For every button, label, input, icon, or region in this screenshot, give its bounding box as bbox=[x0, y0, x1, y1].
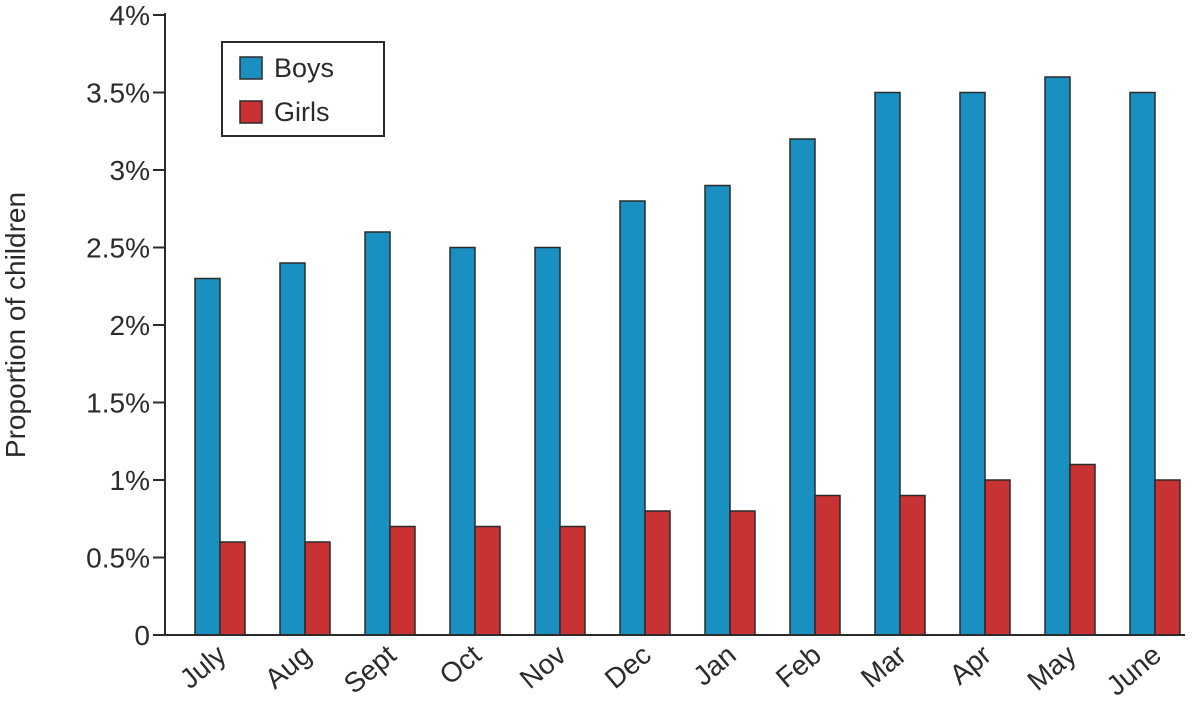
y-tick-label: 2.5% bbox=[86, 233, 150, 264]
bar-girls-apr bbox=[984, 479, 1011, 636]
y-tick-label: 0.5% bbox=[86, 543, 150, 574]
x-tick-label: Oct bbox=[434, 639, 487, 691]
bars-group bbox=[194, 76, 1181, 636]
bar-boys-sept bbox=[364, 231, 391, 636]
x-tick-label: Aug bbox=[259, 639, 317, 695]
bar-boys-nov bbox=[534, 246, 561, 636]
x-tick-label: Feb bbox=[770, 639, 827, 694]
bar-girls-sept bbox=[389, 525, 416, 636]
x-tick-label: Sept bbox=[338, 639, 402, 700]
bar-boys-jan bbox=[704, 184, 731, 636]
y-axis-ticks: 0 0.5% 1% 1.5% 2% 2.5% 3% 3.5% 4% bbox=[86, 0, 165, 651]
y-tick-label: 2% bbox=[110, 310, 150, 341]
legend-swatch-boys bbox=[239, 56, 263, 80]
bar-girls-oct bbox=[474, 525, 501, 636]
bar-boys-aug bbox=[279, 262, 306, 636]
x-axis-ticks: July Aug Sept Oct Nov Dec Jan Feb Mar Apr May June bbox=[174, 639, 1167, 702]
bar-boys-july bbox=[194, 277, 221, 636]
x-tick-label: July bbox=[174, 639, 232, 695]
bar-girls-feb bbox=[814, 494, 841, 636]
x-tick-label: Mar bbox=[855, 639, 912, 694]
legend-swatch-girls bbox=[239, 100, 263, 124]
bar-boys-oct bbox=[449, 246, 476, 636]
y-tick-label: 1.5% bbox=[86, 388, 150, 419]
bar-girls-nov bbox=[559, 525, 586, 636]
bar-boys-apr bbox=[959, 91, 986, 636]
x-tick-label: June bbox=[1100, 639, 1166, 702]
x-tick-label: Apr bbox=[944, 639, 997, 691]
bar-girls-june bbox=[1154, 479, 1181, 636]
x-tick-label: Nov bbox=[514, 639, 572, 695]
bar-girls-jan bbox=[729, 510, 756, 636]
y-tick-label: 3% bbox=[110, 155, 150, 186]
bar-girls-may bbox=[1069, 463, 1096, 636]
y-tick-label: 3.5% bbox=[86, 78, 150, 109]
y-tick-label: 0 bbox=[134, 620, 150, 651]
y-axis-label: Proportion of children bbox=[0, 192, 31, 458]
x-tick-label: Jan bbox=[687, 639, 742, 692]
x-tick-label: May bbox=[1021, 639, 1081, 697]
y-tick-label: 1% bbox=[110, 465, 150, 496]
bar-boys-feb bbox=[789, 138, 816, 636]
bar-boys-june bbox=[1129, 91, 1156, 636]
bar-boys-mar bbox=[874, 91, 901, 636]
bar-girls-mar bbox=[899, 494, 926, 636]
legend-label-girls: Girls bbox=[274, 97, 330, 127]
legend: Boys Girls bbox=[221, 41, 385, 137]
bar-boys-dec bbox=[619, 200, 646, 636]
bar-girls-july bbox=[219, 541, 246, 636]
bar-girls-aug bbox=[304, 541, 331, 636]
bar-boys-may bbox=[1044, 76, 1071, 636]
legend-label-boys: Boys bbox=[274, 53, 334, 83]
x-tick-label: Dec bbox=[599, 639, 657, 695]
bar-girls-dec bbox=[644, 510, 671, 636]
y-tick-label: 4% bbox=[110, 0, 150, 31]
